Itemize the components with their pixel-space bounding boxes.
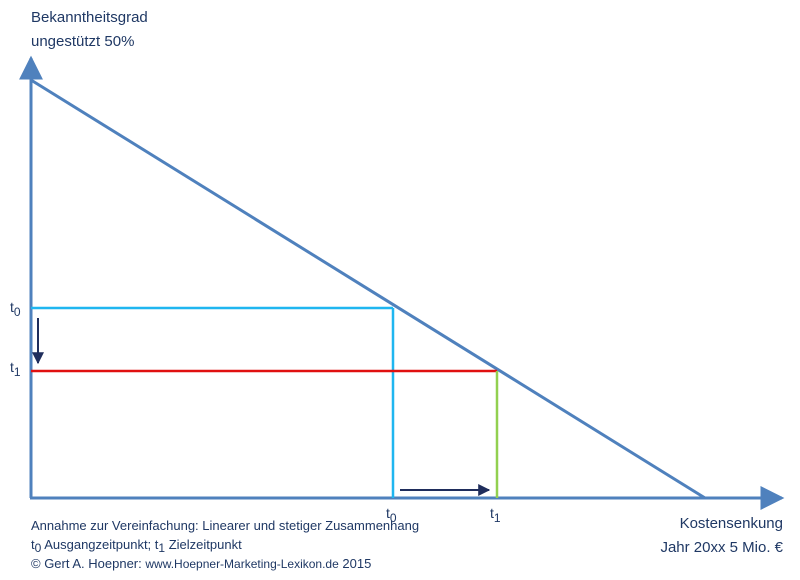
x-marker-t0: t0 [386, 505, 397, 525]
website-link[interactable]: www.Hoepner-Marketing-Lexikon.de [144, 557, 339, 571]
x-axis-title-line1: Kostensenkung [680, 515, 783, 532]
y-marker-t0: t0 [10, 299, 21, 319]
y-axis-title-line2: ungestützt 50% [31, 33, 134, 50]
linear-relationship-line [30, 78, 706, 500]
x-marker-t1: t1 [490, 505, 501, 525]
legend-note: t0 Ausgangzeitpunkt; t1 Zielzeitpunkt [31, 537, 242, 555]
copyright-note: © Gert A. Hoepner: www.Hoepner-Marketing… [31, 556, 371, 571]
x-axis-title-line2: Jahr 20xx 5 Mio. € [660, 539, 783, 556]
y-axis-title-line1: Bekanntheitsgrad [31, 9, 148, 26]
y-marker-t1: t1 [10, 359, 21, 379]
assumption-note: Annahme zur Vereinfachung: Linearer und … [31, 518, 419, 533]
